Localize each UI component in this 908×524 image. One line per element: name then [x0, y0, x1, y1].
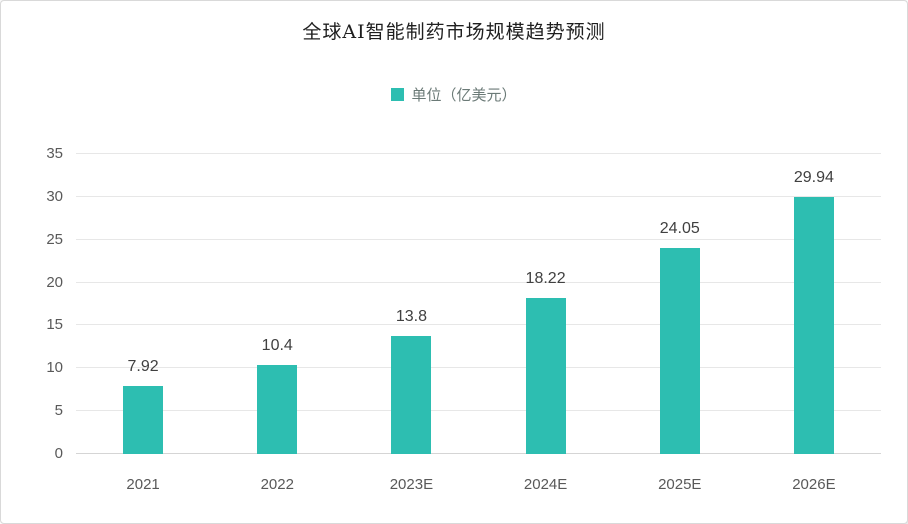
y-axis-tick-label: 35 — [46, 145, 63, 162]
y-axis-tick-label: 30 — [46, 187, 63, 205]
bar — [659, 247, 700, 454]
gridline — [76, 324, 881, 326]
bar — [525, 297, 566, 454]
legend: 单位（亿美元） — [1, 84, 907, 105]
x-axis-category-label: 2025E — [658, 476, 702, 493]
bar-value-label: 29.94 — [793, 169, 834, 187]
bar — [391, 335, 432, 454]
legend-swatch-icon — [391, 88, 405, 101]
bar-value-label: 10.4 — [261, 336, 293, 354]
y-axis-tick-label: 10 — [46, 359, 63, 377]
gridline — [76, 238, 881, 240]
x-axis-category-label: 2023E — [389, 476, 434, 493]
y-axis-tick-label: 5 — [54, 402, 63, 420]
gridline — [76, 281, 881, 283]
x-axis-category-label: 2022 — [260, 476, 294, 493]
bar-value-label: 13.8 — [395, 307, 427, 325]
x-axis-category-label: 2026E — [792, 476, 836, 493]
bar-value-label: 24.05 — [659, 219, 700, 237]
legend-label: 单位（亿美元） — [411, 87, 517, 104]
y-axis-tick-label: 20 — [46, 273, 63, 291]
y-axis-tick-label: 15 — [46, 316, 63, 334]
y-axis-tick-label: 25 — [46, 230, 63, 248]
bar-value-label: 18.22 — [525, 269, 566, 287]
bar-value-label: 7.92 — [127, 358, 159, 376]
x-axis-line — [76, 453, 881, 454]
chart-title: 全球AI智能制药市场规模趋势预测 — [302, 21, 606, 43]
y-axis-tick-label: 0 — [54, 445, 63, 462]
x-axis-category-label: 2021 — [126, 476, 160, 493]
bar — [257, 364, 298, 454]
gridline — [76, 367, 881, 369]
plot-area: 0 5 10 15 20 25 30 35 7.92 2021 10.4 2022 13.8 2023E 1… — [46, 145, 881, 493]
bar — [123, 386, 164, 454]
bar — [793, 197, 834, 454]
gridline — [76, 195, 881, 197]
gridline — [76, 410, 881, 412]
gridline — [76, 153, 881, 154]
x-axis-category-label: 2024E — [523, 476, 568, 493]
